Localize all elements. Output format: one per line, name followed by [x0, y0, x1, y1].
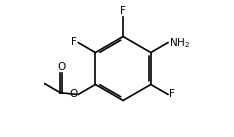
Text: F: F — [120, 6, 126, 16]
Text: O: O — [69, 89, 77, 99]
Text: F: F — [169, 89, 175, 99]
Text: NH$_2$: NH$_2$ — [169, 36, 190, 49]
Text: F: F — [71, 37, 77, 47]
Text: O: O — [57, 62, 65, 72]
